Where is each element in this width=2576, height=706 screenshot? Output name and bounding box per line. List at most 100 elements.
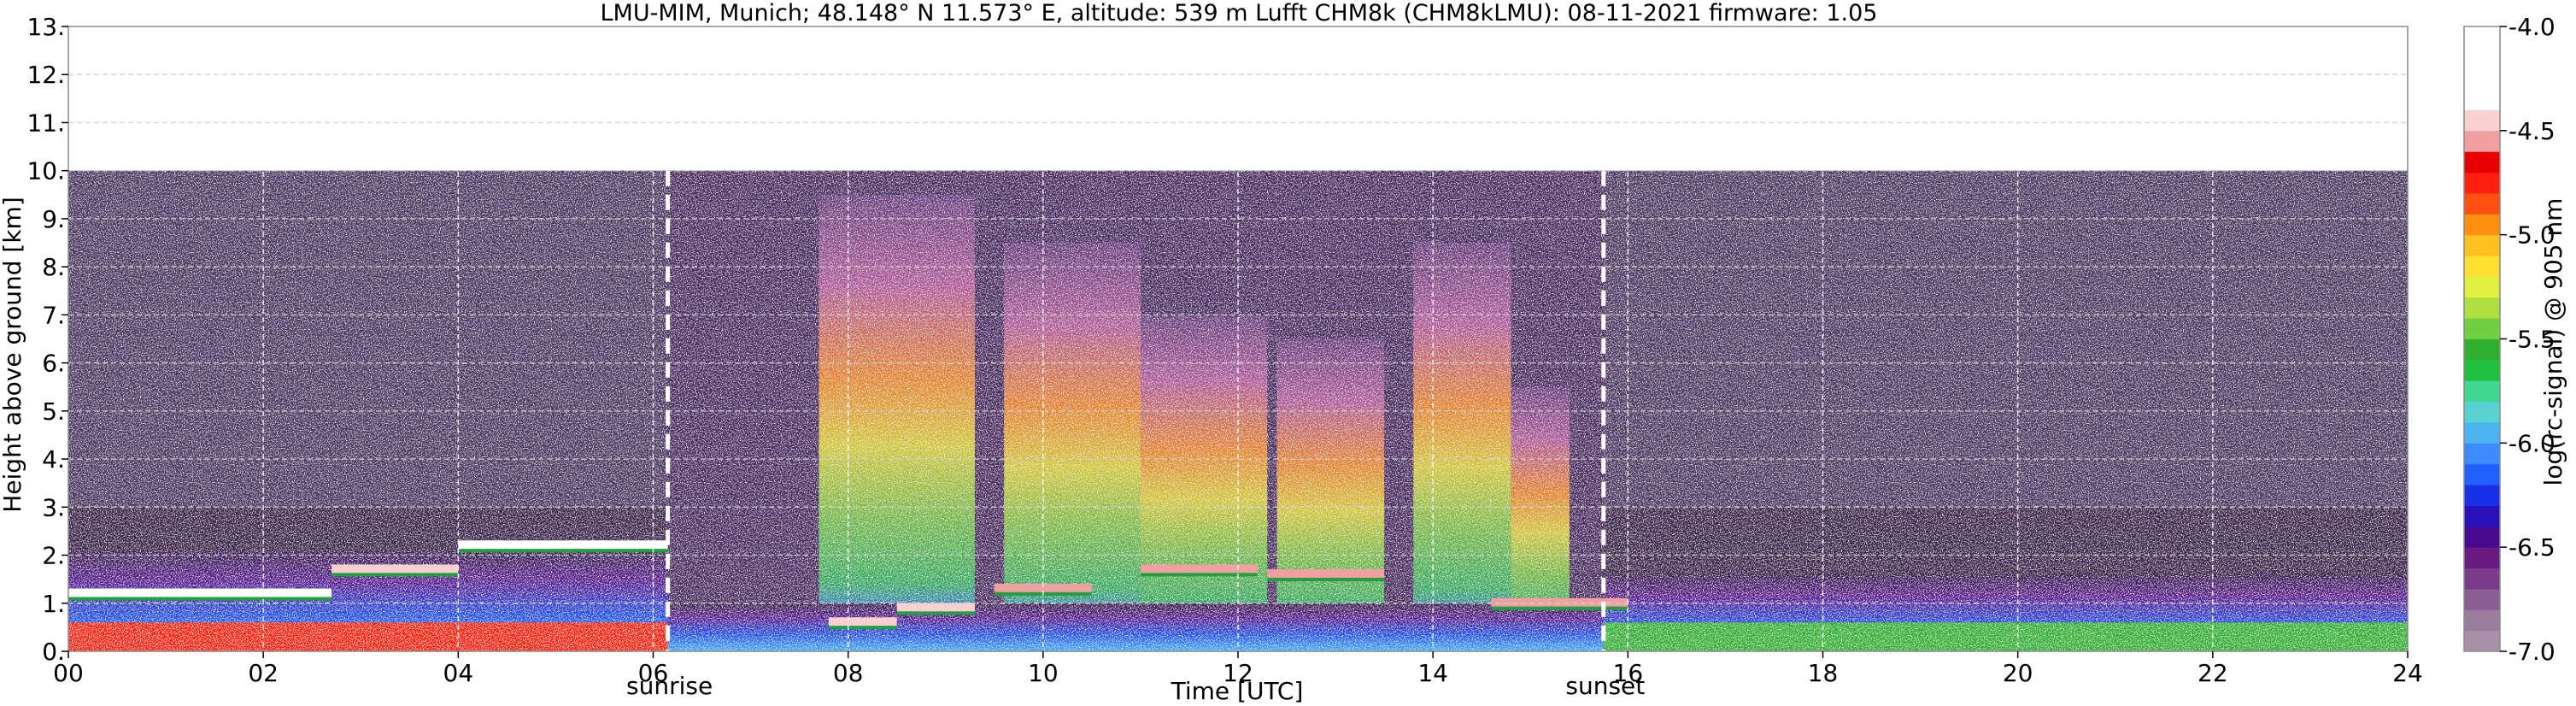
x-axis-label: Time [UTC] [1171, 677, 1304, 705]
heatmap-plume [1140, 315, 1268, 651]
y-tick-label: 4. [42, 445, 65, 474]
heatmap-plume [819, 194, 975, 652]
colorbar-tick-label: -6.5 [2509, 533, 2555, 562]
colorbar-swatch [2464, 568, 2500, 590]
x-tick-label: 12 [1223, 659, 1253, 687]
colorbar-swatch [2464, 234, 2500, 256]
y-tick-label: 3. [42, 493, 65, 521]
x-tick-label: 24 [2392, 659, 2423, 687]
colorbar-tick-label: -7.0 [2509, 638, 2555, 666]
colorbar-swatch [2464, 505, 2500, 527]
annotation-label-sunrise: sunrise [626, 672, 713, 700]
colorbar-swatch [2464, 443, 2500, 465]
colorbar-swatch [2464, 338, 2500, 361]
colorbar-label: log(rc-signal) @ 905 nm [2539, 198, 2567, 486]
y-axis: 0. 1. 2. 3. 4. 5. 6. 7. 8. 9. 10. 11. 12. 13. [26, 13, 68, 666]
y-tick-label: 0. [42, 638, 65, 666]
colorbar-swatch [2464, 172, 2500, 194]
y-tick-label: 11. [26, 109, 65, 137]
cloud-base-layer [68, 540, 1628, 630]
x-tick-label: 16 [1613, 659, 1644, 687]
y-tick-label: 1. [42, 590, 65, 618]
x-tick-label: 08 [833, 659, 864, 687]
chart-title: LMU-MIM, Munich; 48.148° N 11.573° E, al… [601, 0, 1878, 26]
cloud-base-segment [1140, 564, 1258, 574]
y-tick-label: 6. [42, 350, 65, 378]
colorbar-swatch [2464, 26, 2500, 48]
annotation-label-sunset: sunset [1565, 672, 1645, 700]
colorbar-tick-label: -5.5 [2509, 326, 2555, 354]
colorbar-swatches [2464, 26, 2500, 652]
cloud-base-edge [828, 626, 897, 630]
cloud-base-edge [1267, 578, 1385, 582]
cloud-base-segment [332, 564, 459, 574]
colorbar-swatch [2464, 463, 2500, 485]
colorbar-swatch [2464, 359, 2500, 381]
y-tick-label: 10. [26, 157, 65, 185]
colorbar-tick-label: -5.0 [2509, 221, 2555, 250]
colorbar-swatch [2464, 421, 2500, 444]
y-tick-label: 12. [26, 61, 65, 89]
annotation-lines [666, 170, 1606, 651]
cloud-base-edge [458, 549, 668, 553]
colorbar-ticks: -4.0 -4.5 -5.0 -5.5 -6.0 -6.5 -7.0 [2500, 13, 2555, 666]
x-tick-label: 06 [638, 659, 669, 687]
colorbar-swatch [2464, 297, 2500, 319]
y-tick-label: 8. [42, 253, 65, 281]
colorbar-swatch [2464, 380, 2500, 403]
heatmap-near-surface-evening-residual-layer [1603, 622, 2408, 651]
x-tick-label: 14 [1417, 659, 1448, 687]
colorbar-swatch [2464, 130, 2500, 152]
heatmap-near-surface-night-boundary-layer [68, 622, 668, 651]
colorbar-swatch [2464, 401, 2500, 423]
colorbar-swatch [2464, 588, 2500, 610]
y-tick-label: 9. [42, 205, 65, 233]
heatmap-plume [1276, 338, 1385, 651]
cloud-base-edge [896, 611, 975, 615]
colorbar-tick-label: -4.5 [2509, 117, 2555, 145]
heatmap-day-boundary-layer [667, 603, 1604, 651]
colorbar-swatch [2464, 526, 2500, 548]
y-tick-label: 2. [42, 542, 65, 570]
cloud-base-edge [1491, 606, 1628, 610]
heatmap-plume [1413, 243, 1511, 651]
colorbar-swatch [2464, 318, 2500, 339]
cloud-base-edge [332, 573, 459, 577]
colorbar-swatch [2464, 109, 2500, 132]
colorbar-swatch [2464, 192, 2500, 215]
colorbar-swatch [2464, 630, 2500, 652]
cloud-base-edge [1140, 573, 1258, 577]
y-axis-label: Height above ground [km] [0, 197, 26, 513]
x-tick-label: 18 [1808, 659, 1839, 687]
cloud-base-segment [1491, 597, 1628, 607]
colorbar-swatch [2464, 276, 2500, 298]
colorbar-swatch [2464, 47, 2500, 69]
cloud-base-segment [458, 540, 668, 550]
x-axis: 00 02 04 06 08 10 12 14 16 18 20 22 24 [53, 651, 2423, 687]
cloud-base-edge [68, 597, 332, 601]
colorbar-swatch [2464, 214, 2500, 236]
colorbar-swatch [2464, 485, 2500, 506]
x-tick-label: 00 [53, 659, 84, 687]
colorbar-tick-label: -6.0 [2509, 429, 2555, 457]
colorbar: -4.0 -4.5 -5.0 -5.5 -6.0 -6.5 -7.0 log(rc-sign… [2463, 13, 2567, 666]
grid-lines [68, 26, 2408, 651]
cloud-base-segment [1267, 569, 1385, 579]
y-tick-label: 5. [42, 397, 65, 426]
colorbar-swatch [2464, 68, 2500, 90]
cloud-base-segment [828, 617, 897, 627]
y-tick-label: 13. [26, 13, 65, 41]
x-tick-label: 02 [248, 659, 279, 687]
y-tick-label: 7. [42, 301, 65, 329]
colorbar-swatch [2464, 89, 2500, 110]
x-tick-label: 04 [443, 659, 474, 687]
colorbar-swatch [2464, 609, 2500, 632]
cloud-base-segment [994, 583, 1092, 592]
heatmap-plume [1004, 243, 1141, 651]
x-tick-label: 22 [2198, 659, 2228, 687]
colorbar-tick-label: -4.0 [2509, 13, 2555, 41]
plot-area [67, 26, 2409, 652]
x-tick-label: 20 [2003, 659, 2033, 687]
colorbar-swatch [2464, 256, 2500, 277]
